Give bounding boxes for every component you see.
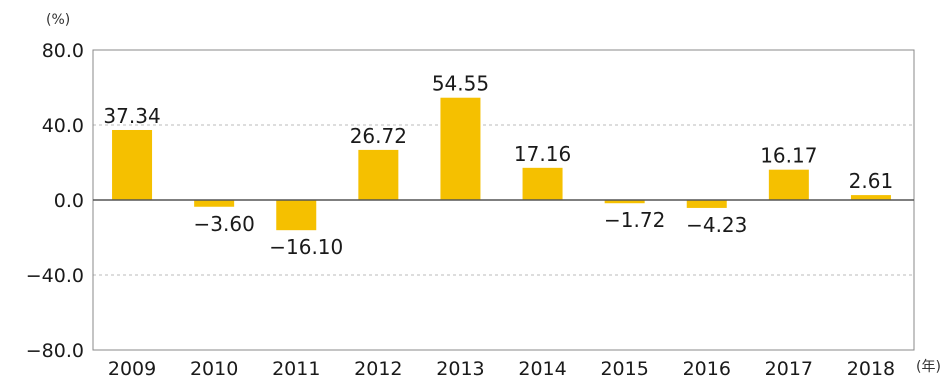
bar-2015 (604, 200, 645, 204)
x-axis-unit: (年) (916, 359, 941, 375)
bar-2014 (522, 167, 563, 200)
x-tick-2012: 2012 (354, 358, 402, 380)
bar-2017 (768, 169, 809, 200)
data-label-2009: 37.34 (103, 104, 160, 128)
bar-2011 (276, 200, 317, 231)
y-tick-label: −40.0 (26, 265, 84, 287)
y-axis-ticks: 80.0 40.0 0.0 −40.0 −80.0 (26, 40, 84, 362)
y-tick-label: −80.0 (26, 340, 84, 362)
grid-lines (93, 124, 914, 276)
data-label-2017: 16.17 (760, 144, 817, 168)
bars (112, 97, 891, 231)
bar-2018 (850, 195, 891, 200)
x-tick-2014: 2014 (518, 358, 566, 380)
y-tick-label: 40.0 (42, 115, 84, 137)
bar-2016 (686, 200, 727, 208)
x-tick-2017: 2017 (765, 358, 813, 380)
x-tick-2015: 2015 (600, 358, 648, 380)
data-label-2012: 26.72 (350, 124, 407, 148)
data-labels: 37.34 −3.60 −16.10 26.72 54.55 17.16 −1.72 −4.2… (103, 72, 893, 259)
data-label-2011: −16.10 (269, 235, 343, 259)
y-tick-label: 0.0 (54, 190, 84, 212)
data-label-2013: 54.55 (432, 72, 489, 96)
y-tick-label: 80.0 (42, 40, 84, 62)
data-label-2015: −1.72 (604, 208, 665, 232)
bar-2009 (112, 129, 153, 200)
data-label-2018: 2.61 (849, 169, 894, 193)
bar-2010 (194, 200, 235, 207)
data-label-2010: −3.60 (194, 212, 255, 236)
x-tick-2010: 2010 (190, 358, 238, 380)
data-label-2014: 17.16 (514, 142, 571, 166)
x-tick-2011: 2011 (272, 358, 320, 380)
data-label-2016: −4.23 (686, 213, 747, 237)
x-tick-2013: 2013 (436, 358, 484, 380)
x-tick-2018: 2018 (847, 358, 895, 380)
x-tick-2009: 2009 (108, 358, 156, 380)
x-axis-ticks: 2009 2010 2011 2012 2013 2014 2015 2016 2017 2018 (108, 358, 895, 380)
y-axis-unit: (%) (46, 12, 70, 28)
bar-2013 (440, 97, 481, 200)
bar-2012 (358, 149, 399, 200)
x-tick-2016: 2016 (683, 358, 731, 380)
